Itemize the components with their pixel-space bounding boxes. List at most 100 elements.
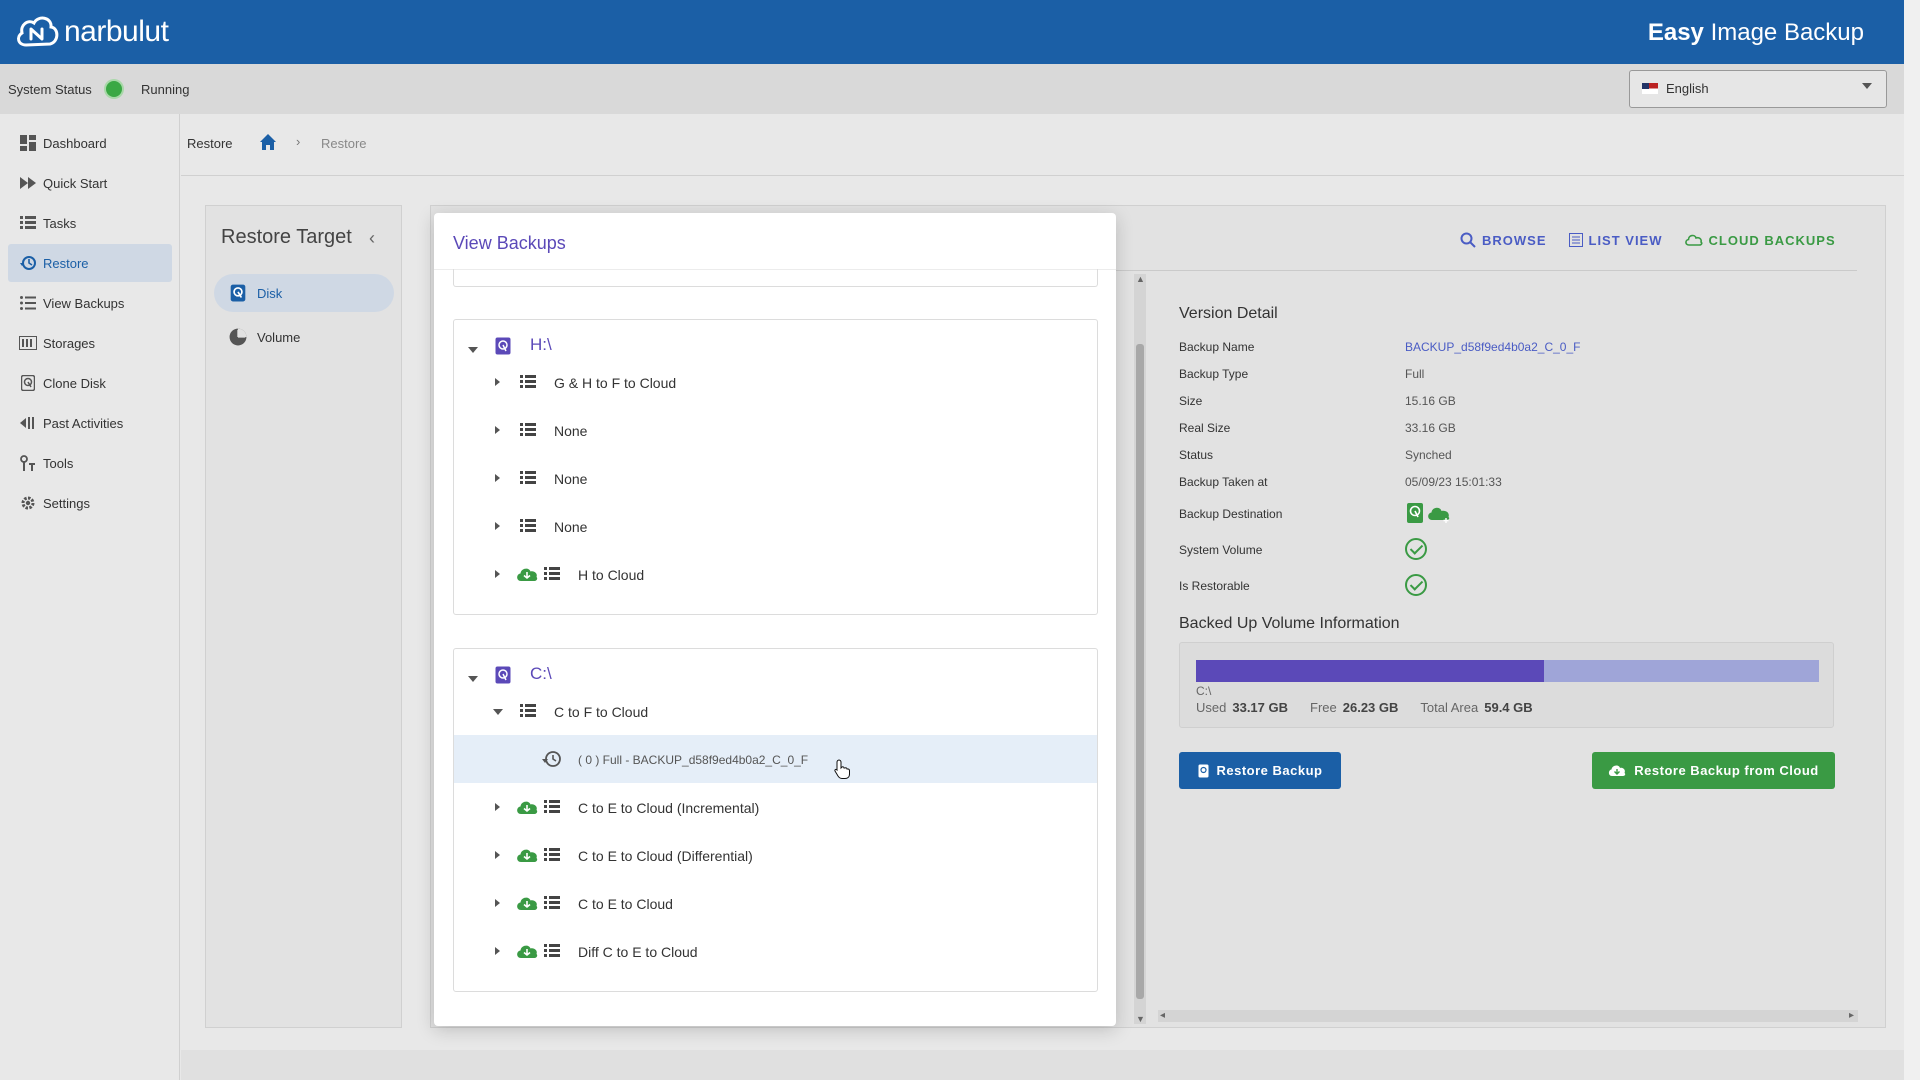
horizontal-scrollbar[interactable]: ◂ ▸ [1158, 1010, 1858, 1022]
used-value: 33.17 GB [1232, 700, 1289, 715]
chevron-right-icon[interactable] [495, 522, 500, 530]
list-bullets-icon [18, 294, 38, 312]
scrollbar-thumb[interactable] [1136, 344, 1144, 999]
tab-list-view[interactable]: LIST VIEW [1568, 232, 1663, 248]
task-label: G & H to F to Cloud [554, 375, 677, 391]
task-label: C to E to Cloud (Differential) [578, 848, 753, 864]
restore-from-cloud-button[interactable]: Restore Backup from Cloud [1592, 752, 1835, 789]
sidebar-item-clone-disk[interactable]: Clone Disk [8, 364, 172, 402]
task-list-icon [544, 896, 560, 909]
chevron-down-icon[interactable] [468, 347, 478, 353]
chevron-right-icon[interactable] [495, 851, 500, 859]
status-indicator-icon [106, 81, 122, 97]
detail-label: Backup Name [1179, 340, 1255, 354]
list-item[interactable]: None [454, 454, 1097, 502]
sidebar-item-label: Storages [43, 335, 96, 351]
free-value: 26.23 GB [1342, 700, 1399, 715]
tab-browse[interactable]: BROWSE [1460, 232, 1547, 248]
disk-icon [495, 337, 511, 355]
cloud-icon [1684, 234, 1703, 246]
language-select[interactable]: English [1629, 70, 1887, 108]
size-value: 15.16 GB [1405, 394, 1456, 408]
scroll-up-arrow-icon[interactable]: ▲ [1136, 274, 1145, 284]
task-list-icon [520, 704, 536, 717]
previous-group-card [453, 269, 1098, 287]
list-icon [18, 214, 38, 232]
sidebar-item-restore[interactable]: Restore [8, 244, 172, 282]
drive-row[interactable]: H:\ [454, 320, 1097, 368]
tools-icon [18, 454, 38, 472]
chevron-right-icon: › [296, 134, 301, 149]
target-item-label: Volume [257, 329, 301, 345]
chevron-right-icon[interactable] [495, 570, 500, 578]
backup-destination-icons [1407, 503, 1450, 523]
pointer-cursor-icon [834, 759, 850, 779]
scroll-left-arrow-icon[interactable]: ◂ [1160, 1010, 1166, 1021]
disk-icon [1198, 764, 1208, 777]
task-label: C to F to Cloud [554, 704, 649, 720]
page-title: Restore [187, 136, 233, 151]
sidebar-item-label: Tasks [43, 215, 77, 231]
detail-label: Backup Destination [1179, 507, 1283, 521]
vertical-scrollbar[interactable]: ▲ ▼ [1134, 274, 1146, 1024]
chevron-left-icon[interactable]: ‹ [369, 228, 375, 248]
list-item[interactable]: None [454, 502, 1097, 550]
list-item[interactable]: None [454, 406, 1097, 454]
task-label: H to Cloud [578, 567, 645, 583]
drive-row[interactable]: C:\ [454, 649, 1097, 697]
list-item[interactable]: C to E to Cloud (Incremental) [454, 783, 1097, 831]
sidebar-item-label: View Backups [43, 295, 125, 311]
sidebar-item-dashboard[interactable]: Dashboard [8, 124, 172, 162]
scroll-right-arrow-icon[interactable]: ▸ [1848, 1010, 1854, 1021]
divider [434, 269, 1116, 270]
chevron-right-icon[interactable] [495, 378, 500, 386]
sidebar-item-view-backups[interactable]: View Backups [8, 284, 172, 322]
target-item-disk[interactable]: Disk [214, 274, 394, 312]
list-item[interactable]: Diff C to E to Cloud [454, 927, 1097, 975]
restore-backup-button[interactable]: Restore Backup [1179, 752, 1341, 789]
target-item-volume[interactable]: Volume [214, 318, 394, 356]
chevron-right-icon[interactable] [495, 426, 500, 434]
sidebar-item-settings[interactable]: Settings [8, 484, 172, 522]
restore-target-title: Restore Target [221, 226, 352, 248]
list-item[interactable]: H to Cloud [454, 550, 1097, 598]
view-backups-modal: View Backups H:\ G & H to F to Cloud Non… [434, 213, 1116, 1026]
real-size-value: 33.16 GB [1405, 421, 1456, 435]
home-icon[interactable] [259, 133, 277, 151]
history-icon [542, 751, 561, 767]
cloud-download-icon [517, 801, 538, 814]
storage-icon [18, 334, 38, 352]
detail-label: Backup Type [1179, 367, 1249, 381]
chevron-right-icon[interactable] [495, 803, 500, 811]
detail-label: Backup Taken at [1179, 475, 1268, 489]
chevron-down-icon[interactable] [468, 676, 478, 682]
language-value: English [1666, 81, 1709, 96]
sidebar-item-quick-start[interactable]: Quick Start [8, 164, 172, 202]
task-list-icon [520, 423, 536, 436]
chevron-right-icon[interactable] [495, 899, 500, 907]
page-scrollbar[interactable] [1904, 0, 1920, 1080]
history-icon [18, 254, 38, 272]
chevron-down-icon[interactable] [493, 709, 503, 715]
sidebar-item-past-activities[interactable]: Past Activities [8, 404, 172, 442]
sidebar-item-tasks[interactable]: Tasks [8, 204, 172, 242]
chevron-down-icon [1862, 83, 1872, 89]
narbulut-logo[interactable]: narbulut [14, 8, 169, 56]
cloud-upload-icon [1428, 507, 1450, 523]
volume-name: C:\ [1196, 684, 1212, 698]
list-item[interactable]: C to E to Cloud [454, 879, 1097, 927]
sidebar-item-storages[interactable]: Storages [8, 324, 172, 362]
backup-version-row[interactable]: ( 0 ) Full - BACKUP_d58f9ed4b0a2_C_0_F [454, 735, 1097, 783]
list-item[interactable]: G & H to F to Cloud [454, 358, 1097, 406]
list-item[interactable]: C to F to Cloud [454, 687, 1097, 735]
list-item[interactable]: C to E to Cloud (Differential) [454, 831, 1097, 879]
chevron-right-icon[interactable] [495, 947, 500, 955]
sidebar-item-tools[interactable]: Tools [8, 444, 172, 482]
cloud-download-icon [517, 897, 538, 910]
scroll-down-arrow-icon[interactable]: ▼ [1136, 1014, 1145, 1024]
backup-name-value[interactable]: BACKUP_d58f9ed4b0a2_C_0_F [1405, 340, 1581, 354]
sidebar: Dashboard Quick Start Tasks Restore View… [0, 114, 180, 1080]
chevron-right-icon[interactable] [495, 474, 500, 482]
tab-cloud-backups[interactable]: CLOUD BACKUPS [1684, 232, 1836, 248]
fast-forward-icon [18, 174, 38, 192]
